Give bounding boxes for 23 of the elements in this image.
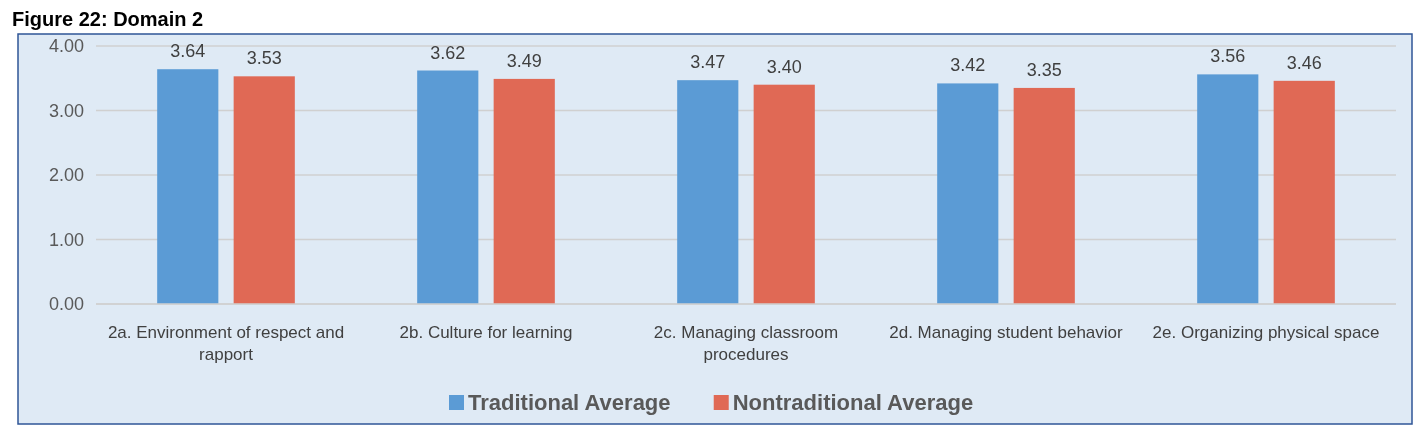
x-tick-label: 2c. Managing classroom procedures <box>653 323 839 364</box>
x-tick-label: 2a. Environment of respect and rapport <box>107 323 345 364</box>
legend-label: Traditional Average <box>468 390 671 415</box>
legend-label: Nontraditional Average <box>732 390 974 415</box>
y-tick-label: 2.00 <box>48 165 84 186</box>
data-label: 3.42 <box>950 55 986 76</box>
y-tick-label: 4.00 <box>48 36 84 57</box>
y-tick-label: 1.00 <box>48 229 84 250</box>
data-label: 3.56 <box>1210 46 1246 67</box>
chart-title: Figure 22: Domain 2 <box>12 8 204 30</box>
data-label: 3.40 <box>766 56 802 77</box>
data-label: 3.47 <box>690 52 726 73</box>
data-label: 3.62 <box>430 42 466 63</box>
y-tick-label: 3.00 <box>48 100 84 121</box>
data-label: 3.64 <box>170 41 206 62</box>
data-label: 3.49 <box>506 50 542 71</box>
x-tick-label: 2d. Managing student behavior <box>889 323 1124 342</box>
data-label: 3.35 <box>1026 59 1062 80</box>
x-tick-label: 2b. Culture for learning <box>399 323 573 342</box>
x-tick-label: 2e. Organizing physical space <box>1152 323 1380 342</box>
y-tick-label: 0.00 <box>48 294 84 315</box>
data-label: 3.46 <box>1286 52 1322 73</box>
data-label: 3.53 <box>246 48 282 69</box>
